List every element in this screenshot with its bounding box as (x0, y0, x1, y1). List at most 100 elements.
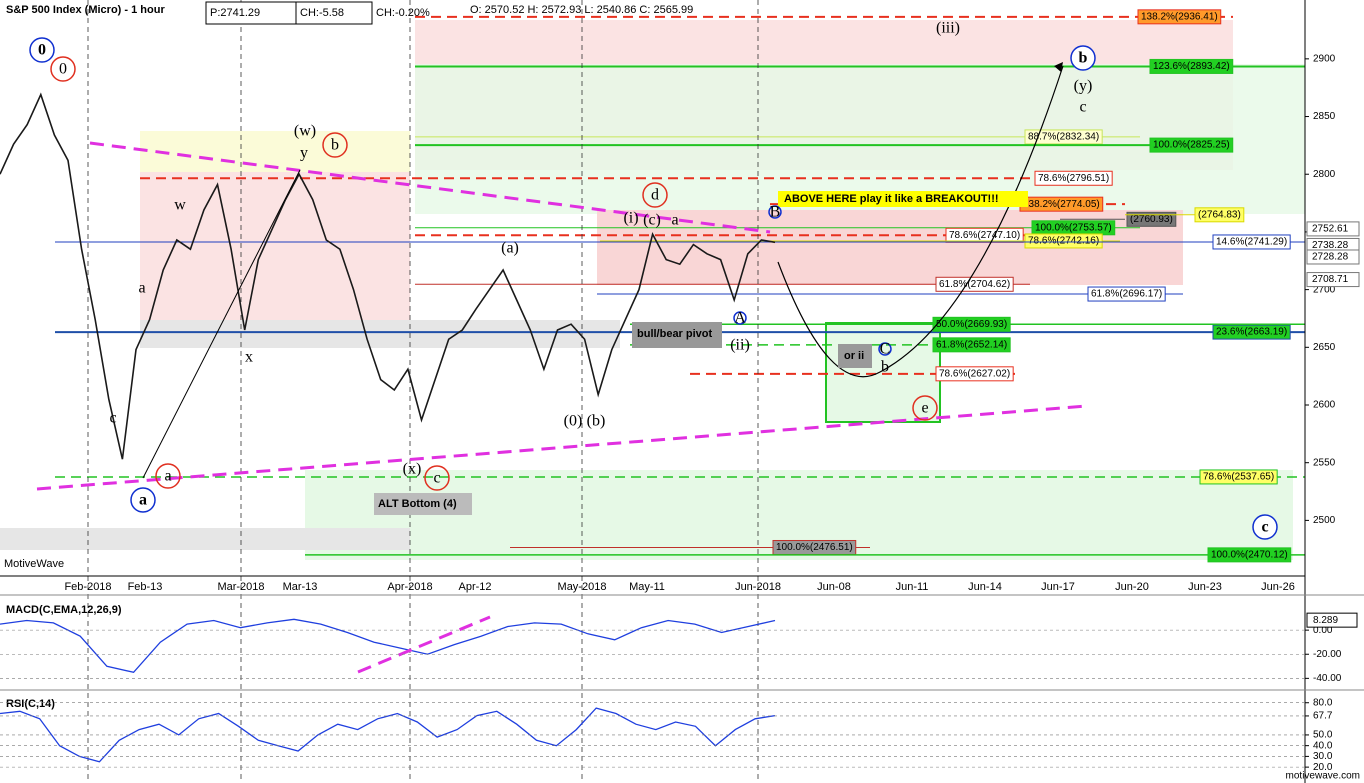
level-box (1212, 234, 1291, 250)
zone (140, 320, 620, 348)
wave-label: x (245, 349, 253, 366)
wave-circle (155, 463, 181, 489)
wave-label: c (1261, 519, 1268, 536)
level-box (935, 276, 1014, 292)
level-label: 138.2%(2936.41) (1141, 11, 1218, 22)
price-line (0, 707, 776, 763)
wave-label: (a) (501, 240, 519, 257)
y-tick-label: 40.0 (1313, 740, 1333, 751)
price-box (1306, 249, 1360, 265)
x-tick-label: Jun-11 (896, 581, 929, 593)
level-label: 78.6%(2537.65) (1203, 472, 1274, 483)
price-label: 2728.28 (1312, 252, 1349, 263)
wave-label: b (881, 359, 889, 376)
price-line (0, 92, 776, 460)
wave-label: 0 (38, 42, 46, 59)
wave-label: e (921, 400, 928, 417)
wave-circle (130, 487, 156, 513)
level-label: 50.0%(2669.93) (936, 319, 1007, 330)
price-label: 2708.71 (1312, 274, 1349, 285)
level-label: 138.2%(2774.05) (1023, 199, 1100, 210)
level-label: 23.6%(2663.19) (1216, 327, 1287, 338)
x-tick-label: Apr-2018 (387, 581, 432, 593)
y-tick-label: 2800 (1313, 169, 1336, 180)
wave-label: (b) (587, 413, 606, 430)
level-box (1126, 211, 1177, 227)
wave-circle (733, 311, 747, 325)
wave-label: a (138, 280, 145, 297)
wave-label: y (300, 145, 308, 162)
wave-label: A (734, 310, 746, 327)
watermark: MotiveWave (4, 558, 64, 570)
note-box (838, 344, 872, 368)
y-tick-label: 20.0 (1313, 762, 1333, 773)
header-change: CH:-5.58 (300, 7, 344, 19)
level-label: 61.8%(2704.62) (939, 279, 1010, 290)
chart-title: S&P 500 Index (Micro) - 1 hour (6, 4, 165, 16)
header-change-pct: CH:-0.20% (376, 7, 430, 19)
y-tick-label: 2700 (1313, 284, 1336, 295)
wave-circle (768, 205, 782, 219)
wave-label: a (164, 468, 171, 485)
y-tick-label: 80.0 (1313, 697, 1333, 708)
x-tick-label: Mar-2018 (217, 581, 264, 593)
wave-circle (29, 37, 55, 63)
wave-circle (878, 342, 892, 356)
y-tick-label: 2600 (1313, 400, 1336, 411)
x-tick-label: May-2018 (558, 581, 607, 593)
x-tick-label: Jun-26 (1261, 581, 1295, 593)
level-box (932, 316, 1011, 332)
price-label: 2752.61 (1312, 224, 1349, 235)
y-tick-label: 2900 (1313, 53, 1336, 64)
x-tick-label: Mar-13 (283, 581, 318, 593)
projection-path (777, 65, 1064, 378)
x-tick-label: Apr-12 (458, 581, 491, 593)
x-tick-label: Jun-23 (1188, 581, 1222, 593)
y-tick-label: 2650 (1313, 342, 1336, 353)
level-box (1149, 137, 1234, 153)
wave-label: c (1079, 99, 1086, 116)
wave-circle (912, 395, 938, 421)
wave-label: (iii) (936, 20, 960, 37)
panel-title: MACD(C,EMA,12,26,9) (6, 604, 122, 616)
level-box (935, 366, 1014, 382)
level-box (1024, 129, 1103, 145)
x-tick-label: Jun-17 (1041, 581, 1075, 593)
wave-label: (y) (1074, 78, 1093, 95)
x-tick-label: Feb-13 (128, 581, 163, 593)
header-price: P:2741.29 (210, 7, 260, 19)
level-label: 78.6%(2627.02) (939, 368, 1010, 379)
note: bull/bear pivot (637, 328, 713, 340)
header-ohlc: O: 2570.52 H: 2572.93 L: 2540.86 C: 2565… (470, 4, 693, 16)
price-plot (0, 0, 776, 783)
wave-label: b (331, 137, 339, 154)
level-label: 61.8%(2652.14) (936, 339, 1007, 350)
y-tick-label: -40.00 (1313, 673, 1342, 684)
wave-label: w (174, 197, 186, 214)
level-label: 88.7%(2832.34) (1028, 132, 1099, 143)
price-label: 2738.28 (1312, 240, 1349, 251)
y-tick-label: 67.7 (1313, 711, 1333, 722)
wave-circle (1070, 45, 1096, 71)
price-line (0, 618, 776, 674)
trend-line (89, 141, 771, 234)
wave-label: c (433, 470, 440, 487)
level-box (1034, 170, 1113, 186)
level-box (1024, 233, 1103, 249)
value-label: 8.289 (1313, 615, 1338, 626)
levels: 138.2%(2936.41) 123.6%(2893.42) 88.7%(2832… (55, 9, 1305, 563)
value-box (1306, 612, 1358, 628)
trend-line (357, 615, 491, 674)
ui: ABOVE HERE play it like a BREAKOUT!!! bu… (4, 1, 1360, 782)
y-tick-label: 0.00 (1313, 625, 1333, 636)
wave-label: (ii) (730, 337, 750, 354)
wave-label: (i) (623, 210, 638, 227)
note: or ii (844, 350, 864, 362)
wave-label: a (671, 212, 678, 229)
wave-label: b (1079, 50, 1088, 67)
note: ABOVE HERE play it like a BREAKOUT!!! (784, 193, 999, 205)
level-box (1194, 207, 1245, 223)
price-box (1306, 272, 1360, 288)
wave-circle (642, 182, 668, 208)
